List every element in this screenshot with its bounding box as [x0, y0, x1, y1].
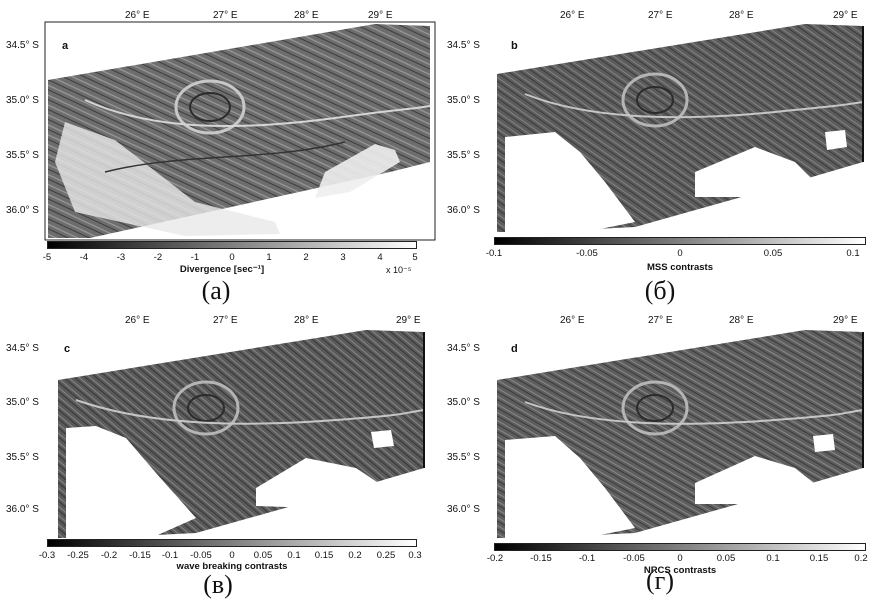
panel-caption: (г) [646, 566, 674, 595]
lon-label-28: 28° E [729, 315, 754, 326]
lon-label-28: 28° E [294, 315, 319, 326]
colorbar-tick: -1 [190, 252, 200, 263]
colorbar-tick: 0.05 [763, 248, 783, 259]
lon-label-29: 29° E [396, 315, 421, 326]
lat-label-35-0: 35.0° S [447, 95, 480, 106]
lat-label-34-5: 34.5° S [6, 343, 39, 354]
lat-label-36-0: 36.0° S [6, 504, 39, 515]
colorbar-tick: -0.2 [486, 553, 504, 564]
colorbar-tick: -0.25 [67, 550, 89, 561]
colorbar-tick: -0.15 [530, 553, 552, 564]
colorbar-tick: 0.15 [809, 553, 829, 564]
colorbar-tick: -0.05 [190, 550, 212, 561]
colorbar-tick: -0.15 [129, 550, 151, 561]
colorbar-tick: 0.2 [348, 550, 362, 561]
colorbar-tick: 0.1 [287, 550, 301, 561]
lat-label-36-0: 36.0° S [6, 205, 39, 216]
colorbar-tick: -0.3 [38, 550, 56, 561]
panel-caption: (в) [203, 570, 233, 599]
colorbar-tick: -0.05 [576, 248, 598, 259]
colorbar-title: Divergence [sec⁻¹] [179, 264, 265, 275]
colorbar-tick: 0 [229, 252, 235, 263]
colorbar-tick: 0.25 [376, 550, 396, 561]
lon-label-27: 27° E [648, 315, 673, 326]
panel-letter: b [511, 40, 518, 52]
colorbar-tick: 0.3 [408, 550, 422, 561]
lon-label-29: 29° E [833, 315, 858, 326]
lat-label-35-5: 35.5° S [447, 452, 480, 463]
lon-label-29: 29° E [368, 10, 393, 21]
lat-label-34-5: 34.5° S [447, 343, 480, 354]
colorbar-tick: -4 [79, 252, 89, 263]
colorbar-tick: -2 [153, 252, 163, 263]
lat-label-35-5: 35.5° S [447, 150, 480, 161]
panel-letter: c [64, 343, 71, 355]
panel-letter: d [511, 343, 518, 355]
colorbar-title: wave breaking contrasts [176, 561, 288, 572]
colorbar [47, 241, 417, 249]
colorbar-tick: 0.1 [846, 248, 860, 259]
panel-letter: a [62, 40, 69, 52]
colorbar-tick: 2 [303, 252, 309, 263]
lon-label-29: 29° E [833, 10, 858, 21]
lat-label-35-0: 35.0° S [6, 95, 39, 106]
lat-label-34-5: 34.5° S [447, 40, 480, 51]
colorbar-tick: 4 [377, 252, 383, 263]
panel-caption: (a) [201, 276, 231, 305]
colorbar-tick: 0.1 [766, 553, 780, 564]
lon-label-26: 26° E [560, 10, 585, 21]
lat-label-35-0: 35.0° S [6, 397, 39, 408]
panel-b: 26° E 27° E 28° E 29° E 34.5° S 35.0° S … [437, 0, 874, 305]
panel-a: 26° E 27° E 28° E 29° E 34.5° S 35.0° S … [0, 0, 437, 305]
colorbar-tick: -5 [42, 252, 52, 263]
colorbar-tick: 5 [412, 252, 418, 263]
lat-label-34-5: 34.5° S [6, 40, 39, 51]
mss-contrast-map-image [497, 24, 864, 232]
panel-caption: (б) [644, 276, 676, 305]
colorbar-tick: 0 [677, 553, 683, 564]
lat-label-35-0: 35.0° S [447, 397, 480, 408]
colorbar-tick: -3 [116, 252, 126, 263]
colorbar-tick: -0.1 [485, 248, 503, 259]
panel-c: 26° E 27° E 28° E 29° E 34.5° S 35.0° S … [0, 301, 437, 602]
lon-label-27: 27° E [213, 10, 238, 21]
lat-label-36-0: 36.0° S [447, 504, 480, 515]
lat-label-36-0: 36.0° S [447, 205, 480, 216]
wave-breaking-contrast-map-image [58, 330, 425, 538]
colorbar-tick: 0.2 [854, 553, 868, 564]
colorbar-title: NRCS contrasts [643, 565, 717, 576]
lat-label-35-5: 35.5° S [6, 452, 39, 463]
lon-label-26: 26° E [125, 10, 150, 21]
colorbar-tick: 1 [266, 252, 272, 263]
colorbar-multiplier: x 10⁻⁵ [386, 265, 412, 275]
colorbar-tick: 3 [340, 252, 346, 263]
lon-label-27: 27° E [648, 10, 673, 21]
colorbar-tick: 0.05 [253, 550, 273, 561]
colorbar-title: MSS contrasts [647, 262, 713, 273]
lon-label-26: 26° E [125, 315, 150, 326]
colorbar-tick: 0 [229, 550, 235, 561]
lon-label-28: 28° E [729, 10, 754, 21]
colorbar-tick: 0.05 [716, 553, 736, 564]
colorbar-tick: -0.1 [578, 553, 596, 564]
lon-label-28: 28° E [294, 10, 319, 21]
colorbar-tick: -0.1 [161, 550, 179, 561]
colorbar [494, 543, 866, 551]
nrcs-contrast-map-image [497, 330, 864, 538]
divergence-map-image [44, 21, 436, 241]
colorbar [47, 539, 417, 547]
lon-label-27: 27° E [213, 315, 238, 326]
colorbar [494, 237, 866, 245]
lon-label-26: 26° E [560, 315, 585, 326]
colorbar-tick: -0.2 [100, 550, 118, 561]
lat-label-35-5: 35.5° S [6, 150, 39, 161]
colorbar-tick: 0.15 [314, 550, 334, 561]
colorbar-tick: -0.05 [623, 553, 645, 564]
panel-d: 26° E 27° E 28° E 29° E 34.5° S 35.0° S … [437, 301, 874, 602]
colorbar-tick: 0 [677, 248, 683, 259]
